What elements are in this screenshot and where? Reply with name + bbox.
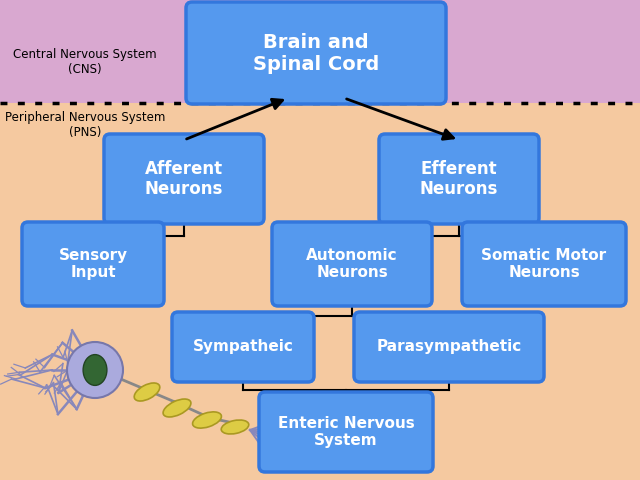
Ellipse shape xyxy=(221,420,249,434)
FancyBboxPatch shape xyxy=(272,222,432,306)
Ellipse shape xyxy=(163,399,191,417)
FancyBboxPatch shape xyxy=(354,312,544,382)
Bar xyxy=(0,103,640,480)
Bar xyxy=(0,0,640,103)
Text: Autonomic
Neurons: Autonomic Neurons xyxy=(306,248,398,280)
Text: Sensory
Input: Sensory Input xyxy=(58,248,127,280)
Text: Brain and
Spinal Cord: Brain and Spinal Cord xyxy=(253,33,379,73)
Text: Central Nervous System
(CNS): Central Nervous System (CNS) xyxy=(13,48,157,76)
FancyBboxPatch shape xyxy=(22,222,164,306)
FancyBboxPatch shape xyxy=(186,2,446,104)
Text: Afferent
Neurons: Afferent Neurons xyxy=(145,159,223,198)
Text: Peripheral Nervous System
(PNS): Peripheral Nervous System (PNS) xyxy=(5,111,165,139)
Text: Sympatheic: Sympatheic xyxy=(193,339,293,355)
FancyBboxPatch shape xyxy=(172,312,314,382)
Text: Efferent
Neurons: Efferent Neurons xyxy=(420,159,498,198)
Ellipse shape xyxy=(83,355,107,385)
FancyBboxPatch shape xyxy=(379,134,539,224)
Ellipse shape xyxy=(193,412,221,428)
Circle shape xyxy=(67,342,123,398)
FancyBboxPatch shape xyxy=(462,222,626,306)
FancyBboxPatch shape xyxy=(259,392,433,472)
Text: Somatic Motor
Neurons: Somatic Motor Neurons xyxy=(481,248,607,280)
FancyBboxPatch shape xyxy=(104,134,264,224)
Ellipse shape xyxy=(134,383,160,401)
Text: Parasympathetic: Parasympathetic xyxy=(376,339,522,355)
Text: Enteric Nervous
System: Enteric Nervous System xyxy=(278,416,414,448)
